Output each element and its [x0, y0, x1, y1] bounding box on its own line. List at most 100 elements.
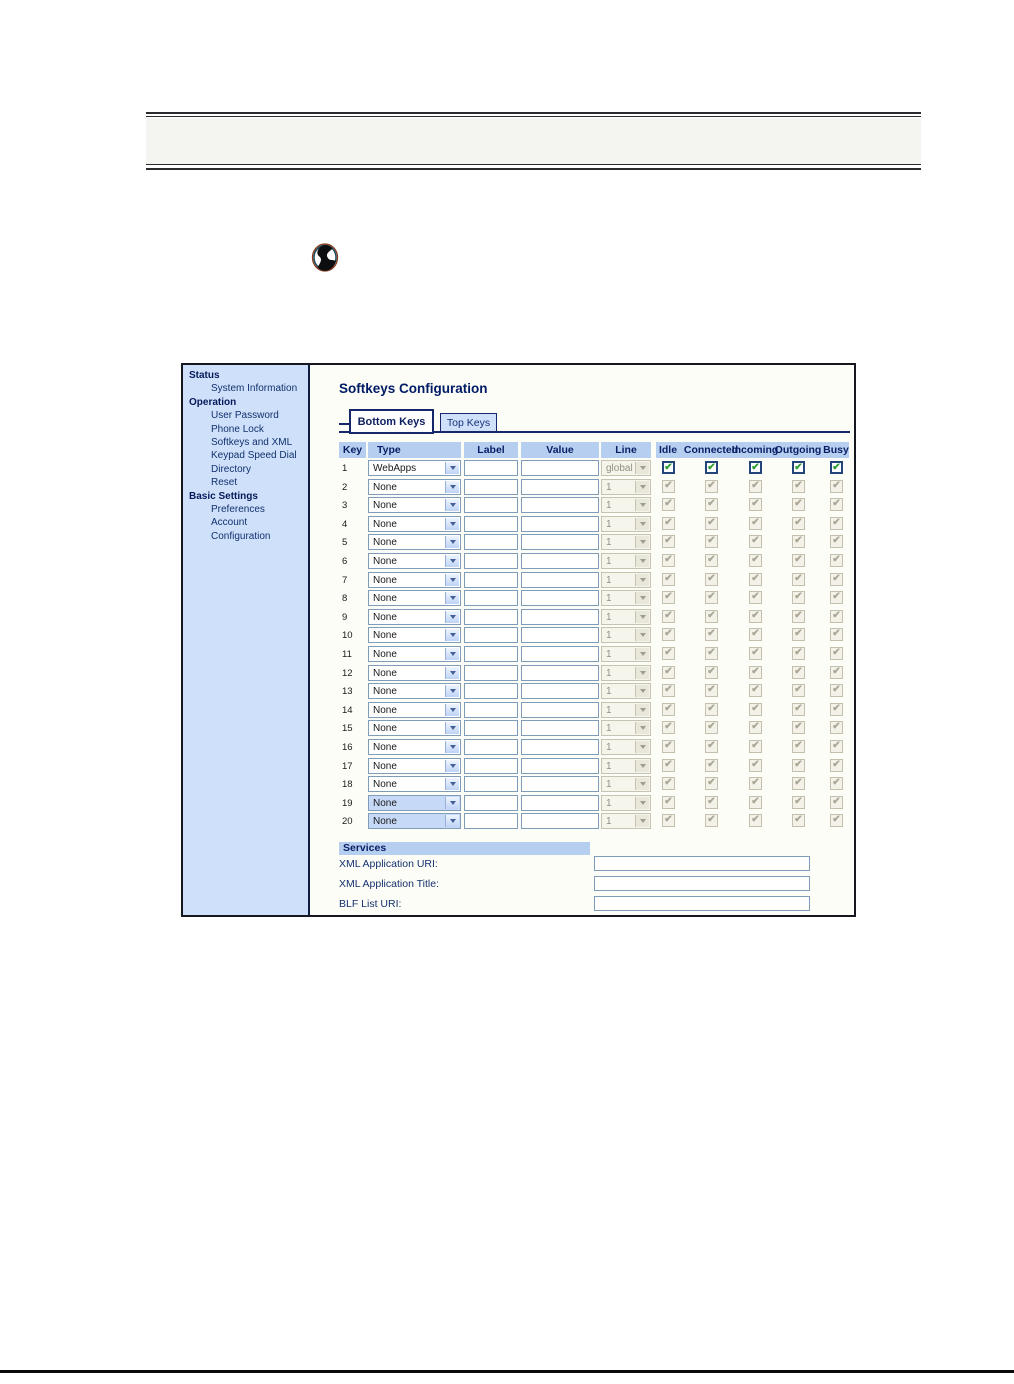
chevron-down-icon[interactable]	[445, 555, 459, 567]
sidebar-item-phone-lock[interactable]: Phone Lock	[211, 423, 264, 435]
chevron-down-icon[interactable]	[445, 778, 459, 791]
chevron-down-icon[interactable]	[445, 462, 459, 474]
value-input[interactable]	[521, 701, 599, 718]
value-input[interactable]	[521, 497, 599, 514]
label-input[interactable]	[464, 664, 518, 681]
value-input[interactable]	[521, 627, 599, 644]
label-input[interactable]	[464, 776, 518, 793]
label-input[interactable]	[464, 497, 518, 514]
chevron-down-icon[interactable]	[445, 759, 459, 772]
label-input[interactable]	[464, 608, 518, 625]
type-select[interactable]: None	[368, 553, 461, 569]
type-select[interactable]: None	[368, 794, 461, 811]
busy-checkbox: ✔	[830, 498, 843, 512]
type-select[interactable]: None	[368, 571, 461, 588]
connected-checkbox[interactable]: ✔	[705, 461, 718, 474]
busy-checkbox[interactable]: ✔	[830, 461, 843, 474]
type-select[interactable]: None	[368, 515, 461, 532]
label-input[interactable]	[464, 683, 518, 700]
sidebar-item-reset[interactable]: Reset	[211, 477, 238, 489]
label-input[interactable]	[464, 646, 518, 662]
label-input[interactable]	[464, 460, 518, 476]
value-input[interactable]	[521, 739, 599, 755]
value-input[interactable]	[521, 571, 599, 588]
chevron-down-icon[interactable]	[445, 592, 459, 605]
type-select[interactable]: WebApps	[368, 460, 461, 476]
value-input[interactable]	[521, 646, 599, 662]
label-input[interactable]	[464, 813, 518, 830]
sidebar-item-preferences[interactable]: Preferences	[211, 504, 265, 516]
sidebar-item-softkeys-and-xml[interactable]: Softkeys and XML	[211, 437, 293, 449]
label-input[interactable]	[464, 553, 518, 569]
label-input[interactable]	[464, 627, 518, 644]
chevron-down-icon[interactable]	[445, 666, 459, 679]
value-input[interactable]	[521, 553, 599, 569]
type-select[interactable]: None	[368, 627, 461, 644]
type-select[interactable]: None	[368, 646, 461, 662]
label-input[interactable]	[464, 590, 518, 607]
value-input[interactable]	[521, 757, 599, 774]
type-select[interactable]: None	[368, 739, 461, 755]
type-select[interactable]: None	[368, 534, 461, 551]
chevron-down-icon[interactable]	[445, 499, 459, 512]
label-input[interactable]	[464, 478, 518, 495]
value-input[interactable]	[521, 478, 599, 495]
value-input[interactable]	[521, 794, 599, 811]
chevron-down-icon[interactable]	[445, 741, 459, 753]
value-input[interactable]	[521, 590, 599, 607]
value-input[interactable]	[521, 683, 599, 700]
value-input[interactable]	[521, 460, 599, 476]
type-select[interactable]: None	[368, 590, 461, 607]
value-input[interactable]	[521, 776, 599, 793]
chevron-down-icon[interactable]	[445, 629, 459, 642]
chevron-down-icon[interactable]	[445, 722, 459, 735]
label-input[interactable]	[464, 794, 518, 811]
value-input[interactable]	[521, 813, 599, 830]
value-input[interactable]	[521, 608, 599, 625]
value-input[interactable]	[521, 664, 599, 681]
chevron-down-icon[interactable]	[445, 648, 459, 660]
chevron-down-icon[interactable]	[445, 517, 459, 530]
chevron-down-icon[interactable]	[445, 536, 459, 549]
type-select[interactable]: None	[368, 720, 461, 737]
xml-application-uri-input[interactable]	[594, 856, 810, 871]
type-select[interactable]: None	[368, 683, 461, 700]
chevron-down-icon[interactable]	[445, 573, 459, 586]
chevron-down-icon[interactable]	[445, 796, 459, 809]
label-input[interactable]	[464, 571, 518, 588]
type-select[interactable]: None	[368, 478, 461, 495]
label-input[interactable]	[464, 701, 518, 718]
type-select[interactable]: None	[368, 664, 461, 681]
label-input[interactable]	[464, 720, 518, 737]
idle-checkbox[interactable]: ✔	[662, 461, 675, 474]
chevron-down-icon[interactable]	[445, 480, 459, 493]
incoming-checkbox[interactable]: ✔	[749, 461, 762, 474]
value-input[interactable]	[521, 534, 599, 551]
type-select[interactable]: None	[368, 813, 461, 830]
label-input[interactable]	[464, 534, 518, 551]
chevron-down-icon[interactable]	[445, 610, 459, 623]
sidebar-item-directory[interactable]: Directory	[211, 463, 252, 475]
blf-list-uri-input[interactable]	[594, 896, 810, 911]
type-select[interactable]: None	[368, 776, 461, 793]
sidebar-item-user-password[interactable]: User Password	[211, 410, 279, 422]
chevron-down-icon[interactable]	[445, 815, 459, 828]
sidebar-item-account-configuration[interactable]: Account Configuration	[211, 517, 271, 542]
type-select[interactable]: None	[368, 608, 461, 625]
tab-top-keys[interactable]: Top Keys	[440, 413, 497, 432]
type-select[interactable]: None	[368, 701, 461, 718]
xml-application-title-input[interactable]	[594, 876, 810, 891]
type-select[interactable]: None	[368, 497, 461, 514]
sidebar-item-keypad-speed-dial[interactable]: Keypad Speed Dial	[211, 450, 297, 462]
tab-bottom-keys[interactable]: Bottom Keys	[349, 409, 434, 434]
sidebar-item-system-information[interactable]: System Information	[211, 383, 298, 395]
label-input[interactable]	[464, 757, 518, 774]
label-input[interactable]	[464, 515, 518, 532]
label-input[interactable]	[464, 739, 518, 755]
outgoing-checkbox[interactable]: ✔	[792, 461, 805, 474]
value-input[interactable]	[521, 515, 599, 532]
chevron-down-icon[interactable]	[445, 703, 459, 716]
type-select[interactable]: None	[368, 757, 461, 774]
value-input[interactable]	[521, 720, 599, 737]
chevron-down-icon[interactable]	[445, 685, 459, 698]
